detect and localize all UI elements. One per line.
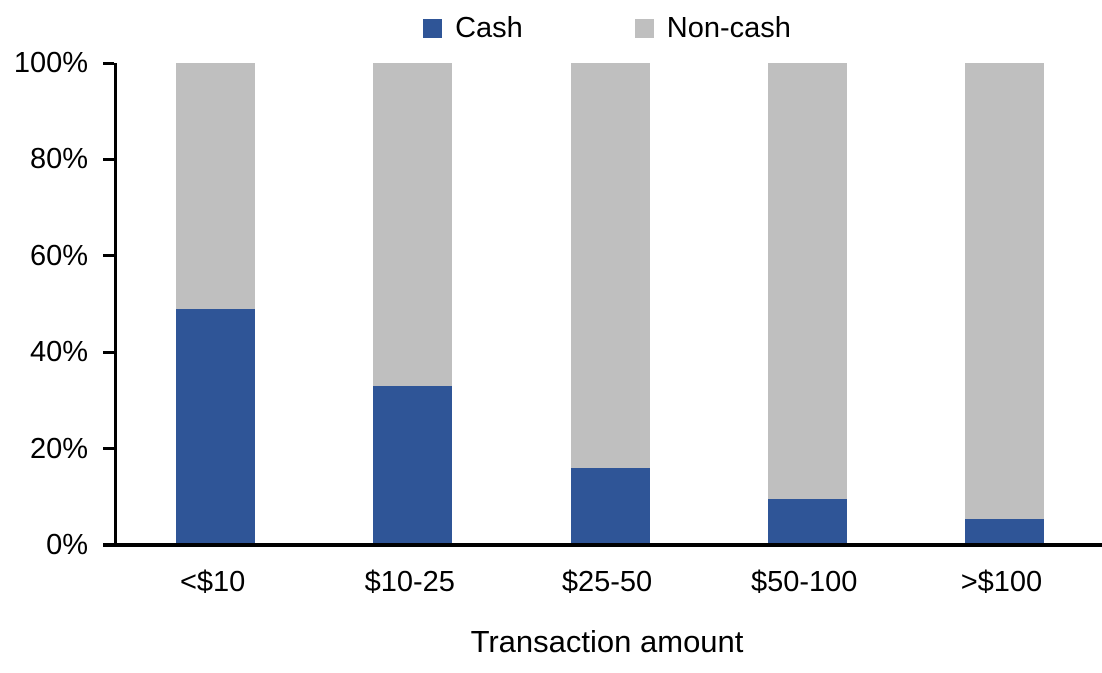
legend-item-cash: Cash xyxy=(423,11,523,44)
y-tick-mark xyxy=(103,157,114,161)
legend-swatch-icon xyxy=(634,18,654,38)
y-tick-mark xyxy=(103,61,114,65)
x-tick-label: >$100 xyxy=(960,566,1043,598)
legend-label: Non-cash xyxy=(666,11,791,44)
y-tick-label: 20% xyxy=(29,432,88,465)
y-tick-mark xyxy=(103,350,114,354)
bar-segment-cash xyxy=(373,385,453,545)
legend-label: Cash xyxy=(455,11,523,44)
x-axis-line xyxy=(103,543,1102,547)
bar-segment-cash xyxy=(964,518,1044,545)
x-tick-label: $50-100 xyxy=(750,566,858,598)
bar-segment-non-cash xyxy=(767,63,847,500)
bar-segment-non-cash xyxy=(964,63,1044,519)
y-tick-label: 40% xyxy=(29,336,88,369)
x-tick-label: <$10 xyxy=(179,566,246,598)
bar-slot xyxy=(511,63,708,545)
y-tick-label: 0% xyxy=(46,529,88,561)
bar-segment-non-cash xyxy=(176,63,256,309)
bar-segment-non-cash xyxy=(373,63,453,386)
y-tick-label: 100% xyxy=(13,47,88,79)
plot-area xyxy=(103,61,1102,547)
bar-slot xyxy=(117,63,314,545)
bar-slot xyxy=(709,63,906,545)
stacked-bar--25-50 xyxy=(570,63,650,545)
x-axis-labels: <$10 $10-25 $25-50 $50-100 >$100 xyxy=(114,564,1100,600)
y-tick-label: 60% xyxy=(29,239,88,272)
stacked-bar--50-100 xyxy=(767,63,847,545)
bar-segment-cash xyxy=(570,467,650,545)
stacked-bar--100 xyxy=(964,63,1044,545)
stacked-bar--10 xyxy=(176,63,256,545)
y-tick-mark xyxy=(103,254,114,258)
x-tick-label: $10-25 xyxy=(364,566,455,598)
x-axis-title: Transaction amount xyxy=(470,624,744,659)
bar-segment-cash xyxy=(176,308,256,545)
legend-item-non-cash: Non-cash xyxy=(634,11,791,44)
x-tick-label: $25-50 xyxy=(561,566,653,598)
legend: Cash Non-cash xyxy=(114,10,1100,46)
legend-swatch-icon xyxy=(423,18,443,38)
y-tick-label: 80% xyxy=(29,143,88,176)
y-tick-mark xyxy=(103,447,114,451)
bar-segment-cash xyxy=(767,499,847,545)
bar-segment-non-cash xyxy=(570,63,650,468)
bar-slot xyxy=(314,63,511,545)
bar-slot xyxy=(906,63,1102,545)
stacked-bar--10-25 xyxy=(373,63,453,545)
